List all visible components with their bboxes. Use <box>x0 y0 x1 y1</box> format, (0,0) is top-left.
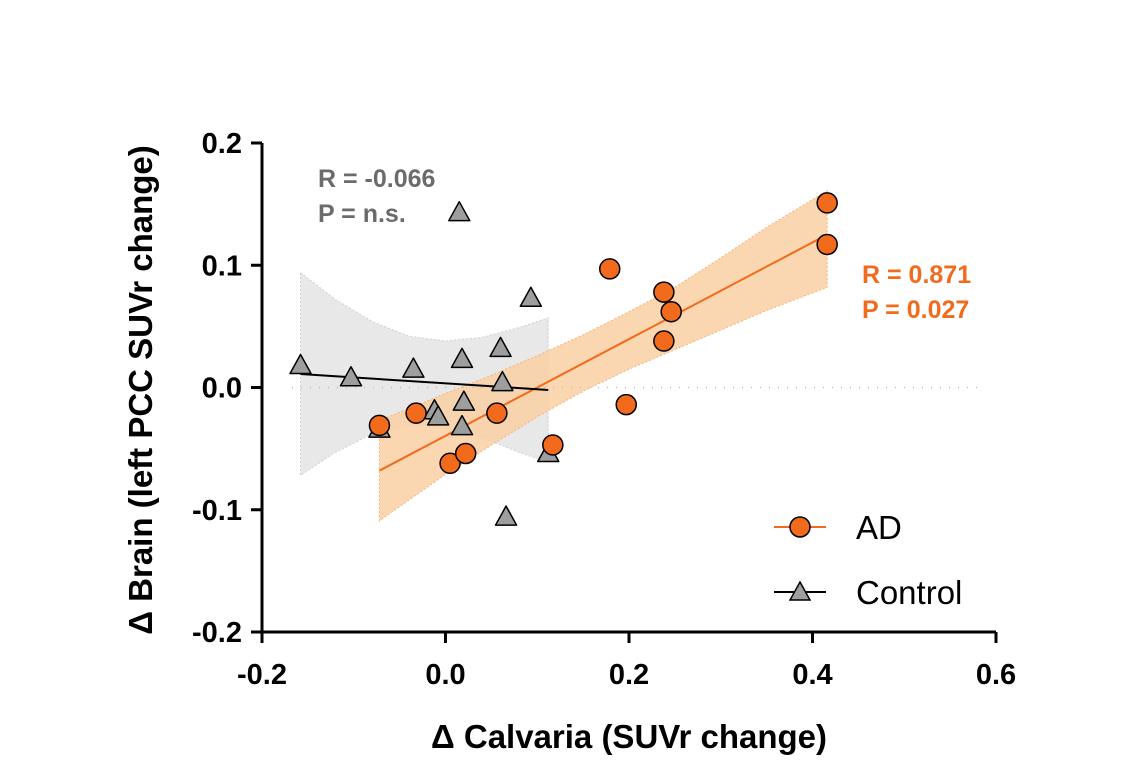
legend-entry-ad: AD <box>774 509 902 546</box>
legend-control-label: Control <box>856 574 962 611</box>
ad-point <box>542 434 564 456</box>
ad-point <box>439 452 461 475</box>
ad-point <box>816 233 838 256</box>
y-axis-title: Δ Brain (left PCC SUVr change) <box>122 145 159 634</box>
control-point <box>402 357 425 378</box>
ad-point <box>816 192 838 214</box>
control-point <box>339 365 363 387</box>
ci-band-ad <box>378 189 828 522</box>
ad-point <box>615 393 637 416</box>
ad-point <box>486 402 508 424</box>
ad-point <box>653 281 675 303</box>
control-p-annotation: P = n.s. <box>318 200 406 228</box>
x-tick-label: 0.6 <box>976 659 1016 691</box>
control-point <box>489 336 512 358</box>
legend: AD Control <box>774 509 962 611</box>
ad-point <box>598 258 621 280</box>
legend-entry-control: Control <box>774 574 962 611</box>
ad-point <box>660 300 682 323</box>
control-point <box>426 405 450 426</box>
y-tick-label: -0.2 <box>192 617 242 649</box>
x-tick-label: 0.2 <box>609 659 649 691</box>
ad-r-annotation: R = 0.871 <box>862 261 971 289</box>
control-point <box>519 286 543 308</box>
x-tick-label: 0.4 <box>792 659 832 691</box>
x-tick-label: -0.2 <box>237 659 287 691</box>
data-points <box>289 192 838 526</box>
control-point <box>450 347 474 369</box>
control-point <box>494 505 518 526</box>
y-tick-label: 0.0 <box>202 373 242 405</box>
axis-ticks: -0.2 0.0 0.2 0.4 0.6 -0.2 -0.1 0.0 0.1 0.2 <box>192 128 1016 691</box>
ad-p-annotation: P = 0.027 <box>862 296 969 324</box>
ad-point <box>405 402 427 424</box>
legend-control-marker <box>788 580 812 601</box>
legend-ad-marker <box>789 516 811 538</box>
y-tick-label: 0.1 <box>202 250 242 282</box>
control-point <box>491 370 514 392</box>
control-point <box>452 390 476 411</box>
control-point <box>289 353 312 375</box>
ad-point <box>368 414 391 437</box>
ad-point <box>454 442 477 465</box>
control-r-annotation: R = -0.066 <box>318 165 435 193</box>
legend-ad-label: AD <box>856 509 902 546</box>
x-axis-title: Δ Calvaria (SUVr change) <box>431 718 827 755</box>
x-tick-label: 0.0 <box>425 659 465 691</box>
confidence-bands <box>300 189 828 522</box>
control-point <box>448 200 471 222</box>
ad-point <box>653 330 675 352</box>
control-point <box>450 414 474 436</box>
y-tick-label: -0.1 <box>192 495 242 527</box>
y-tick-label: 0.2 <box>202 128 242 160</box>
